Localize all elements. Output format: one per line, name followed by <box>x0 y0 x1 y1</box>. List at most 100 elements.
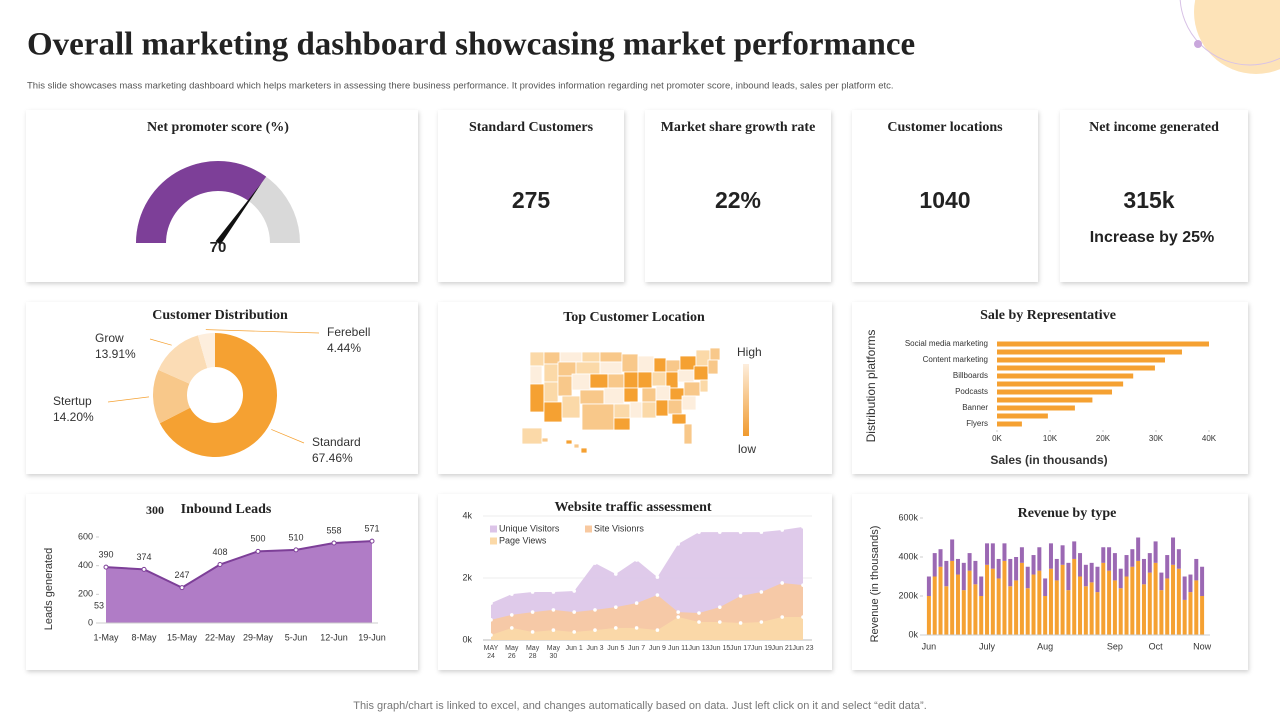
donut-slice <box>197 333 215 369</box>
bar-segment <box>944 560 949 587</box>
chart-title: Inbound Leads <box>181 502 272 517</box>
x-tick-label: 22-May <box>205 632 236 642</box>
data-label: 510 <box>288 532 303 542</box>
chart-title: Sale by Representative <box>980 308 1116 323</box>
map-legend-low: low <box>738 442 756 456</box>
x-tick-label: Jun 1 <box>565 645 583 652</box>
x-tick-label: 19-Jun <box>358 632 386 642</box>
bar <box>997 381 1124 387</box>
category-label: Billboards <box>953 371 988 380</box>
card <box>26 110 418 282</box>
area-line <box>105 540 373 589</box>
bar-segment <box>1147 553 1152 573</box>
bar-segment <box>973 584 978 635</box>
gauge-needle <box>215 183 262 245</box>
point <box>801 525 805 529</box>
bar-segment <box>1141 558 1146 585</box>
y-tick-label: 200k <box>898 590 918 600</box>
point <box>551 590 556 594</box>
x-tick-label: May 28 <box>525 645 540 660</box>
category-label: Flyers <box>966 419 988 428</box>
x-tick-label: Jun 19 <box>750 645 772 652</box>
bar-segment <box>1078 553 1083 577</box>
kpi-value: 275 <box>512 187 551 213</box>
bar-segment <box>1002 560 1007 635</box>
card <box>852 110 1038 282</box>
bar-segment <box>985 543 990 565</box>
y-tick-label: 400 <box>78 560 93 570</box>
bar-segment <box>985 564 990 635</box>
leader-line <box>149 338 172 346</box>
kpi-title: Net income generated <box>1089 120 1219 135</box>
bar-segment <box>967 570 972 635</box>
bar-segment <box>967 553 972 571</box>
bar-segment <box>1188 592 1193 635</box>
bar-segment <box>973 560 978 585</box>
bar-segment <box>1048 543 1053 569</box>
legend-swatch <box>585 525 592 533</box>
x-tick-label: Sep <box>1107 641 1123 651</box>
x-tick-label: 20K <box>1096 434 1111 443</box>
x-tick-label: Jun 11 <box>667 645 689 652</box>
x-tick-label: May 30 <box>546 645 560 660</box>
bar-segment <box>1112 553 1117 581</box>
x-tick-label: May 26 <box>505 645 519 660</box>
point <box>614 605 618 609</box>
bar-segment <box>1171 564 1176 635</box>
bar-segment <box>996 578 1001 635</box>
y-tick-label: 400k <box>898 551 918 561</box>
page-title: Overall marketing dashboard showcasing m… <box>27 27 915 63</box>
point <box>634 626 639 630</box>
bar-segment <box>1194 580 1199 635</box>
x-tick-label: 8-May <box>131 632 157 642</box>
point <box>738 594 743 598</box>
slice-label: 13.91% <box>95 347 136 361</box>
data-label: 571 <box>364 524 379 534</box>
bar-segment <box>1118 568 1123 589</box>
y-axis-title: Distribution platforms <box>864 330 878 443</box>
point <box>530 610 535 614</box>
x-tick-label: Jun 17 <box>730 645 752 652</box>
decor-ring <box>1179 0 1280 66</box>
chart-title: Revenue by type <box>1018 506 1117 521</box>
bar-segment <box>1014 557 1019 581</box>
donut-slice <box>158 335 208 384</box>
chart-title: Customer Distribution <box>152 308 288 323</box>
x-tick-label: 0K <box>992 434 1002 443</box>
point <box>593 561 597 565</box>
x-tick-label: 5-Jun <box>285 632 308 642</box>
bar-segment <box>1043 578 1048 596</box>
bar-segment <box>1118 588 1123 635</box>
point <box>676 542 680 546</box>
bar-segment <box>1159 572 1164 591</box>
x-tick-label: Jun 5 <box>607 645 625 652</box>
point <box>676 610 680 614</box>
y-tick-label: 600 <box>78 531 93 541</box>
x-tick-label: Jun 3 <box>586 645 604 652</box>
bar-segment <box>1200 596 1205 635</box>
x-tick-label: MAY 24 <box>483 645 499 660</box>
bar-segment <box>1072 558 1077 635</box>
legend-swatch <box>490 525 497 533</box>
us-map <box>521 347 721 454</box>
card <box>852 302 1248 474</box>
bar <box>997 389 1113 395</box>
point <box>489 633 493 637</box>
bar-segment <box>1008 558 1013 587</box>
legend-label: Unique Visitors <box>499 523 560 533</box>
point <box>489 601 493 605</box>
category-label: Banner <box>962 403 988 412</box>
point <box>593 608 597 612</box>
bar-segment <box>1019 547 1024 563</box>
bar-segment <box>950 539 955 561</box>
card <box>1060 110 1248 282</box>
bar-segment <box>1019 562 1024 635</box>
category-label: Podcasts <box>955 387 988 396</box>
x-tick-label: Oct <box>1149 641 1164 651</box>
category-label: Social media marketing <box>905 339 988 348</box>
point <box>293 547 299 553</box>
data-label: 558 <box>326 525 341 535</box>
bar-segment <box>1025 588 1030 635</box>
bar-segment <box>1165 555 1170 579</box>
y-tick-label: 4k <box>462 510 472 520</box>
